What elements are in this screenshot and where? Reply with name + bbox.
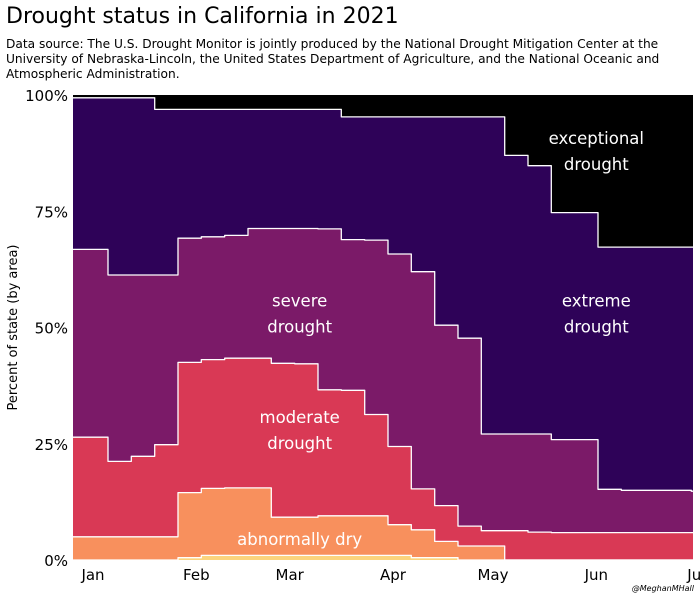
y-axis-label: Percent of state (by area) — [6, 245, 21, 411]
annotation-label: exceptional — [549, 129, 644, 148]
annotation-label: abnormally dry — [237, 530, 362, 549]
y-tick-label: 50% — [35, 320, 68, 338]
x-tick-label: Feb — [183, 566, 210, 584]
chart-title: Drought status in California in 2021 — [6, 4, 399, 29]
annotation-label: severe — [272, 292, 327, 311]
chart-credit: @MeghanMHall — [631, 584, 694, 593]
annotation-label: drought — [564, 318, 629, 337]
boundary-line-2 — [73, 487, 693, 561]
y-tick-label: 100% — [25, 87, 68, 105]
x-tick-label: Mar — [276, 566, 305, 584]
y-tick-label: 25% — [35, 436, 68, 454]
annotation-label: drought — [267, 434, 332, 453]
area-2 — [73, 487, 693, 560]
area-1 — [73, 555, 693, 560]
annotation-label: drought — [267, 318, 332, 337]
y-tick-label: 75% — [35, 203, 68, 221]
boundary-line-5 — [73, 97, 693, 248]
x-tick-label: Jul — [686, 566, 700, 584]
annotation-label: drought — [564, 155, 629, 174]
chart-subtitle: Data source: The U.S. Drought Monitor is… — [6, 37, 660, 81]
x-tick-label: Apr — [380, 566, 407, 584]
y-tick-label: 0% — [44, 552, 68, 570]
annotation-label: moderate — [260, 408, 340, 427]
x-tick-label: Jun — [584, 566, 608, 584]
x-tick-label: Jan — [80, 566, 104, 584]
annotation-label: extreme — [562, 292, 631, 311]
boundary-line-3 — [73, 357, 693, 534]
x-tick-label: May — [477, 566, 508, 584]
boundary-line-4 — [73, 227, 693, 492]
